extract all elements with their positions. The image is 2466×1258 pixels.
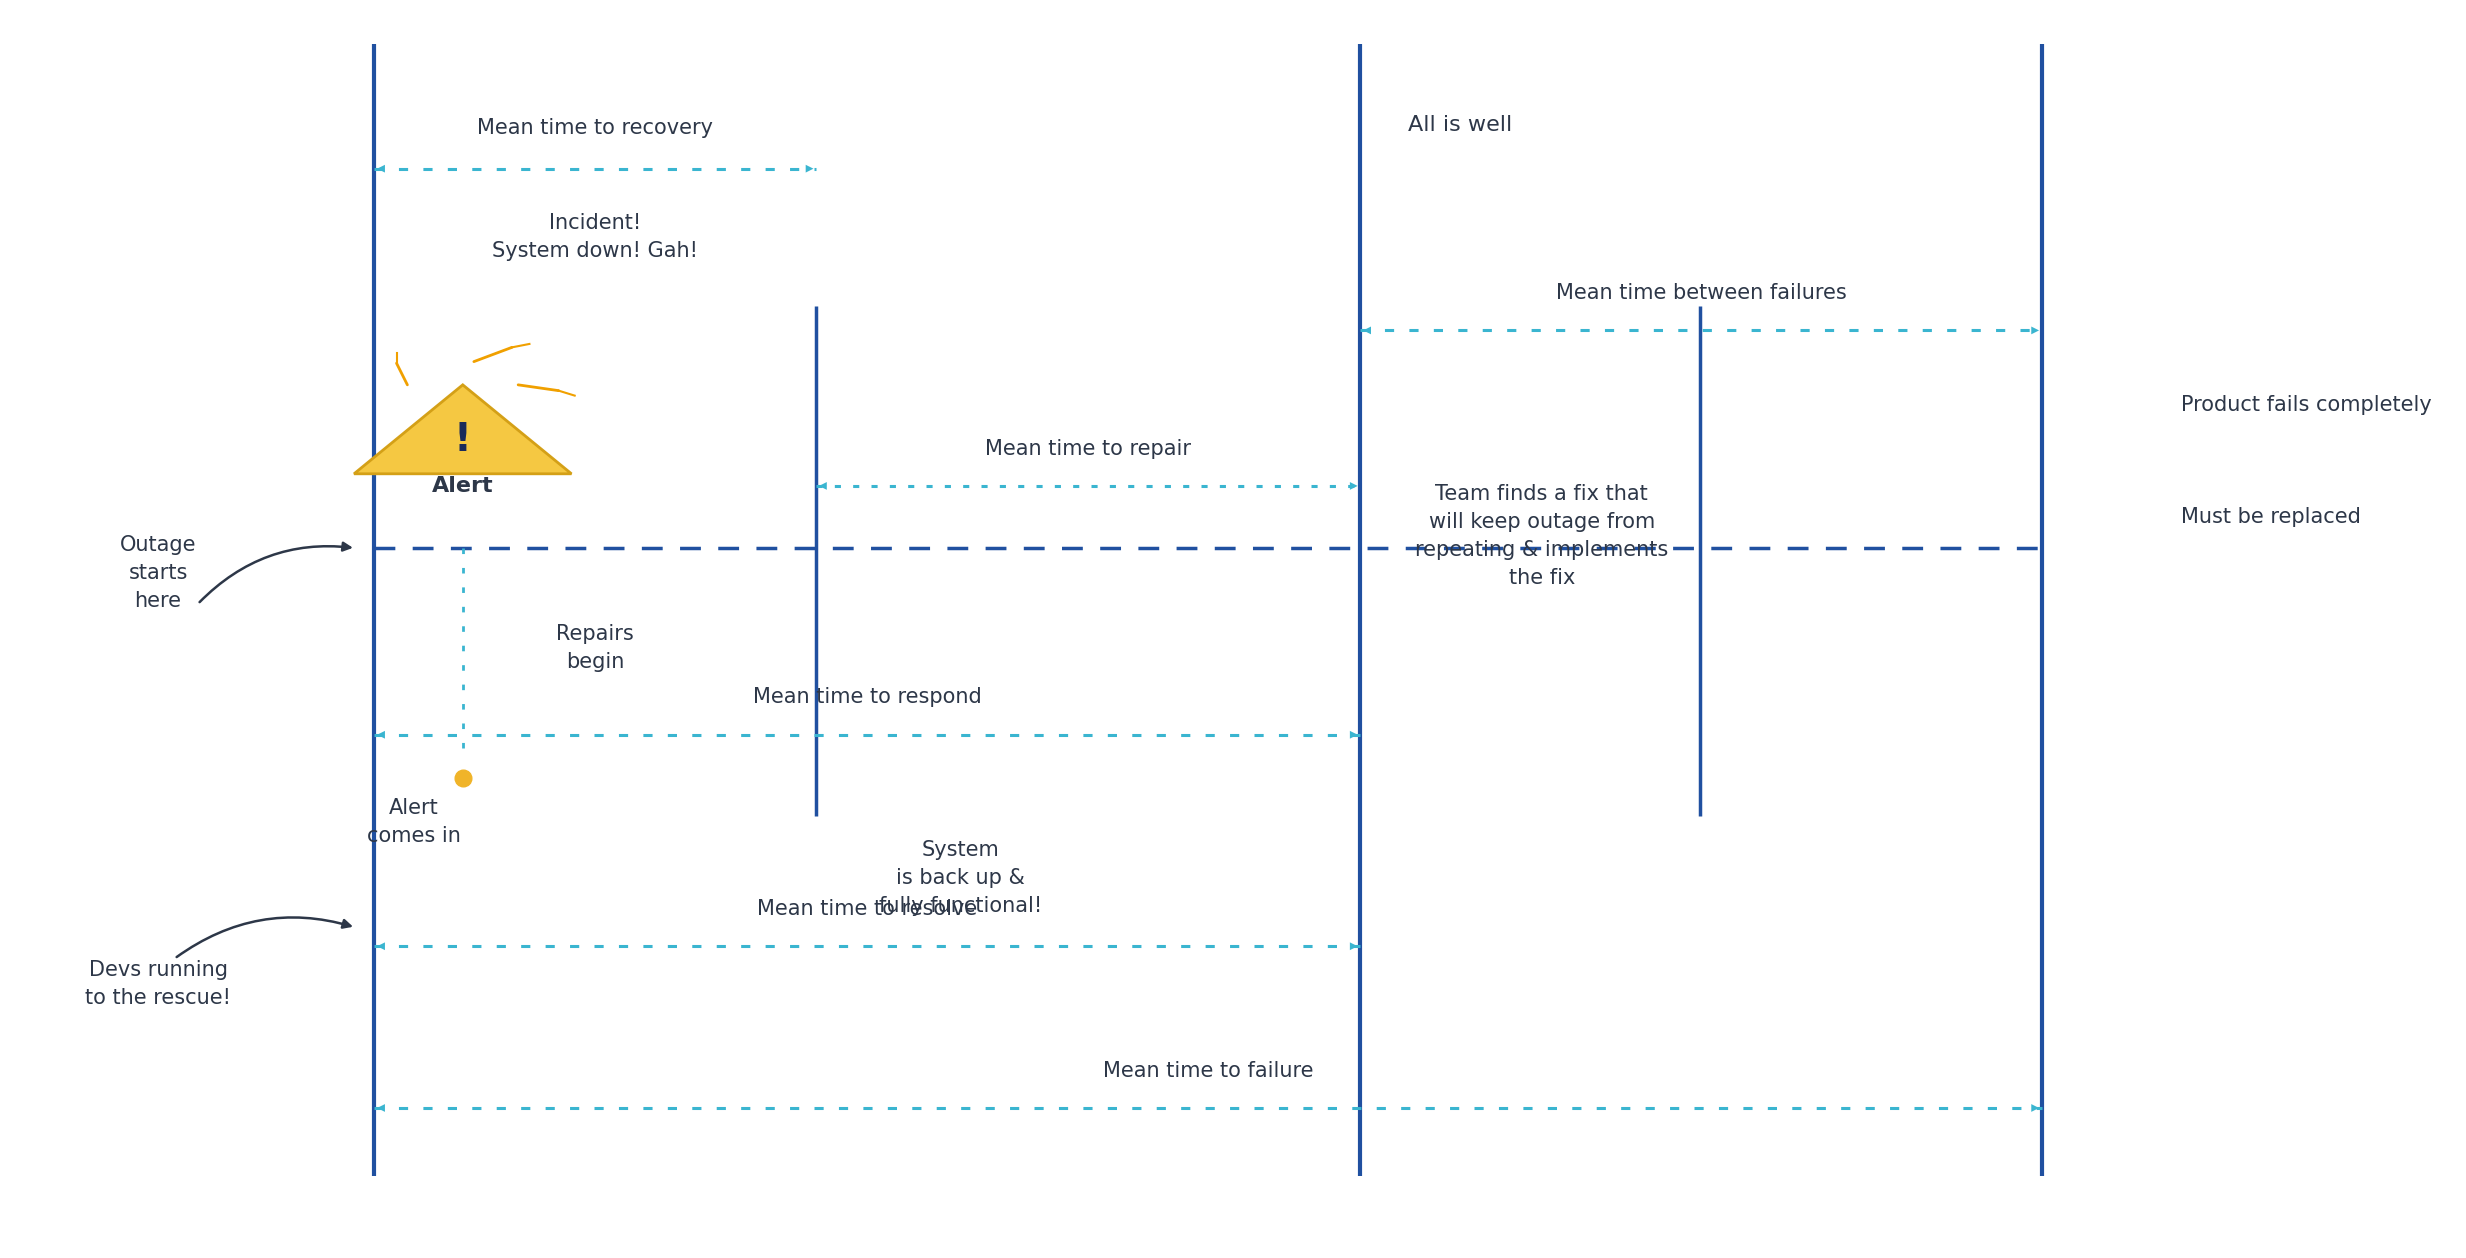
Text: Team finds a fix that
will keep outage from
repeating & implements
the fix: Team finds a fix that will keep outage f…: [1415, 483, 1669, 587]
Text: Product fails completely: Product fails completely: [2182, 395, 2431, 415]
Text: Mean time to recovery: Mean time to recovery: [478, 117, 713, 137]
Text: Outage
starts
here: Outage starts here: [121, 535, 197, 611]
Text: Mean time to respond: Mean time to respond: [752, 687, 981, 707]
Text: System
is back up &
fully functional!: System is back up & fully functional!: [878, 840, 1043, 916]
Text: All is well: All is well: [1408, 116, 1512, 135]
Text: Mean time to failure: Mean time to failure: [1102, 1060, 1314, 1081]
Text: Alert: Alert: [432, 476, 493, 496]
Text: Repairs
begin: Repairs begin: [557, 624, 634, 672]
Text: Mean time to repair: Mean time to repair: [986, 439, 1191, 459]
Text: Incident!
System down! Gah!: Incident! System down! Gah!: [493, 213, 698, 262]
Text: Mean time between failures: Mean time between failures: [1556, 283, 1847, 303]
Text: Devs running
to the rescue!: Devs running to the rescue!: [86, 960, 232, 1008]
Text: Must be replaced: Must be replaced: [2182, 507, 2362, 527]
Polygon shape: [355, 385, 572, 474]
Text: Mean time to resolve: Mean time to resolve: [757, 899, 977, 918]
Text: Alert
comes in: Alert comes in: [367, 798, 461, 845]
Text: !: !: [454, 420, 471, 459]
